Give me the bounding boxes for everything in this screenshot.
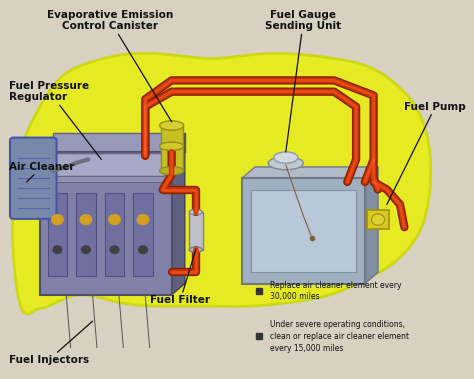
Circle shape [139, 246, 147, 254]
Bar [76, 193, 96, 276]
Polygon shape [12, 53, 431, 314]
Ellipse shape [160, 142, 184, 150]
Bar [189, 212, 203, 250]
Ellipse shape [160, 166, 184, 175]
Text: Fuel Pump: Fuel Pump [387, 102, 466, 205]
Ellipse shape [160, 121, 184, 130]
Ellipse shape [268, 157, 303, 170]
Circle shape [137, 215, 149, 224]
Circle shape [53, 246, 62, 254]
Polygon shape [172, 133, 185, 295]
Polygon shape [242, 167, 378, 178]
FancyBboxPatch shape [40, 152, 172, 295]
FancyBboxPatch shape [10, 138, 56, 219]
Bar [367, 210, 389, 229]
Ellipse shape [189, 210, 202, 215]
FancyBboxPatch shape [46, 154, 165, 176]
Text: Fuel Pressure
Regulator: Fuel Pressure Regulator [9, 81, 101, 160]
Text: Evaporative Emission
Control Canister: Evaporative Emission Control Canister [47, 10, 173, 122]
Text: Fuel Filter: Fuel Filter [150, 250, 210, 305]
Text: Fuel Injectors: Fuel Injectors [9, 321, 92, 365]
Text: Under severe operating conditions,
clean or replace air cleaner element
every 15: Under severe operating conditions, clean… [271, 320, 410, 352]
Bar [242, 178, 365, 283]
Polygon shape [53, 133, 185, 152]
Ellipse shape [273, 152, 298, 163]
Text: Air Cleaner: Air Cleaner [9, 162, 74, 182]
Circle shape [82, 246, 91, 254]
Bar [161, 125, 182, 171]
Circle shape [109, 215, 120, 224]
Bar [48, 193, 67, 276]
Ellipse shape [189, 247, 202, 252]
Bar [40, 152, 172, 182]
Text: Replace air cleaner element every
30,000 miles: Replace air cleaner element every 30,000… [271, 281, 402, 301]
Circle shape [80, 215, 91, 224]
Bar [251, 190, 356, 272]
Bar [105, 193, 124, 276]
Text: Fuel Gauge
Sending Unit: Fuel Gauge Sending Unit [265, 10, 341, 152]
Ellipse shape [372, 214, 384, 225]
Circle shape [110, 246, 119, 254]
Bar [133, 193, 153, 276]
Circle shape [52, 215, 63, 224]
Polygon shape [365, 167, 378, 283]
